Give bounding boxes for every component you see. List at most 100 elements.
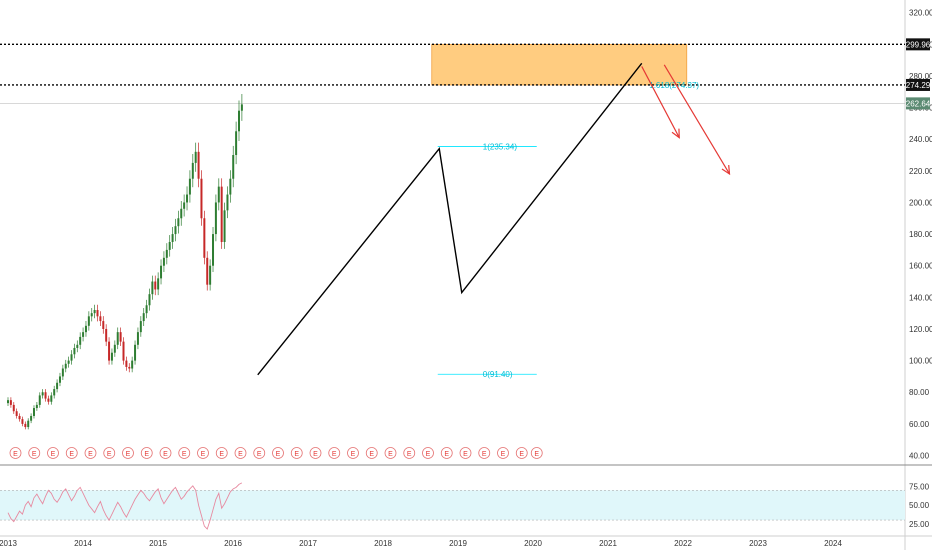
candle-body [58, 376, 61, 383]
earnings-marker [422, 447, 434, 459]
earnings-marker-label: E [388, 451, 393, 458]
year-tick-label: 2023 [749, 539, 767, 548]
earnings-marker [159, 447, 172, 459]
price-tick-label: 280.00 [909, 72, 932, 81]
price-tick-label: 180.00 [909, 230, 932, 239]
candle-body [197, 151, 200, 179]
target-zone [431, 43, 688, 86]
candle-body [87, 316, 90, 326]
candle-body [217, 186, 220, 203]
fib-label: 0(91.40) [483, 370, 513, 379]
candle-body [119, 332, 122, 342]
fib-label: 1.618(274.37) [649, 81, 699, 90]
rsi-line [7, 482, 243, 530]
candle-body [188, 178, 191, 195]
horizontal-levels [0, 43, 905, 104]
year-tick-label: 2013 [0, 539, 17, 548]
candle-body [64, 363, 67, 369]
candle-body [44, 392, 47, 399]
fibonacci-levels: 1(235.34) 0(91.40) 1.618(274.37) [437, 81, 699, 379]
earnings-marker [9, 447, 22, 459]
earnings-marker-label: E [501, 451, 506, 458]
earnings-marker [403, 447, 416, 459]
earnings-marker [459, 447, 472, 459]
year-tick-label: 2015 [149, 539, 167, 548]
price-candles [7, 94, 243, 430]
candle-body [12, 404, 15, 412]
projection-arrows [641, 64, 731, 176]
year-tick-label: 2022 [674, 539, 692, 548]
candle-body [160, 265, 163, 279]
candle-body [82, 332, 85, 337]
candle-body [32, 408, 35, 416]
candle-body [56, 382, 59, 390]
price-tick-label: 220.00 [909, 167, 932, 176]
candle-body [84, 325, 87, 333]
earnings-marker-label: E [107, 451, 112, 458]
price-tick-label: 160.00 [909, 262, 932, 271]
price-tick-label: 40.00 [909, 452, 930, 461]
year-tick-label: 2016 [224, 539, 242, 548]
price-tick-label: 80.00 [909, 388, 930, 397]
earnings-marker-label: E [351, 451, 356, 458]
candle-body [235, 131, 238, 155]
price-tick-label: 100.00 [909, 357, 932, 366]
earnings-marker-label: E [426, 451, 431, 458]
earnings-marker-label: E [182, 451, 187, 458]
candle-body [128, 366, 131, 369]
candle-body [214, 202, 217, 235]
candle-body [18, 415, 21, 420]
earnings-marker-label: E [219, 451, 224, 458]
candle-body [165, 249, 168, 258]
candle-body [238, 110, 240, 132]
candle-body [35, 404, 38, 409]
candle-body [122, 341, 125, 361]
candle-body [41, 392, 44, 396]
earnings-marker [530, 447, 543, 459]
price-tick-label: 240.00 [909, 135, 932, 144]
arrow-head [721, 164, 731, 176]
price-tick-label: 140.00 [909, 293, 932, 302]
earnings-marker [122, 447, 134, 459]
year-tick-label: 2014 [74, 539, 92, 548]
candle-body [174, 226, 177, 235]
candle-body [194, 151, 197, 163]
candle-body [142, 313, 145, 322]
earnings-marker [215, 447, 228, 459]
candle-body [93, 310, 96, 314]
candle-body [24, 423, 27, 428]
candle-body [102, 321, 105, 329]
rsi-tick-label: 25.00 [909, 520, 930, 529]
candle-body [116, 332, 119, 345]
earnings-marker [197, 447, 209, 459]
earnings-marker-label: E [88, 451, 93, 458]
earnings-marker [47, 447, 59, 459]
price-tick-label: 60.00 [909, 420, 930, 429]
earnings-marker-label: E [51, 451, 56, 458]
earnings-marker-label: E [407, 451, 412, 458]
candle-body [226, 194, 229, 211]
earnings-marker [65, 447, 78, 459]
earnings-marker [347, 447, 359, 459]
earnings-marker [253, 447, 266, 459]
earnings-marker [28, 447, 41, 459]
level-badge-label: 274.29 [906, 81, 931, 90]
candle-body [168, 241, 171, 250]
earnings-marker-label: E [276, 451, 281, 458]
arrow-head [671, 128, 680, 139]
earnings-marker-label: E [32, 451, 37, 458]
candle-body [21, 419, 24, 424]
earnings-marker-label: E [144, 451, 149, 458]
candle-body [96, 310, 99, 317]
candle-body [70, 354, 73, 361]
earnings-marker-label: E [126, 451, 131, 458]
candle-body [171, 234, 174, 242]
candle-body [15, 411, 18, 416]
earnings-marker-label: E [482, 451, 487, 458]
pattern-polyline [257, 62, 643, 376]
earnings-marker-label: E [332, 451, 337, 458]
earnings-marker-label: E [238, 451, 243, 458]
candle-body [99, 316, 102, 322]
